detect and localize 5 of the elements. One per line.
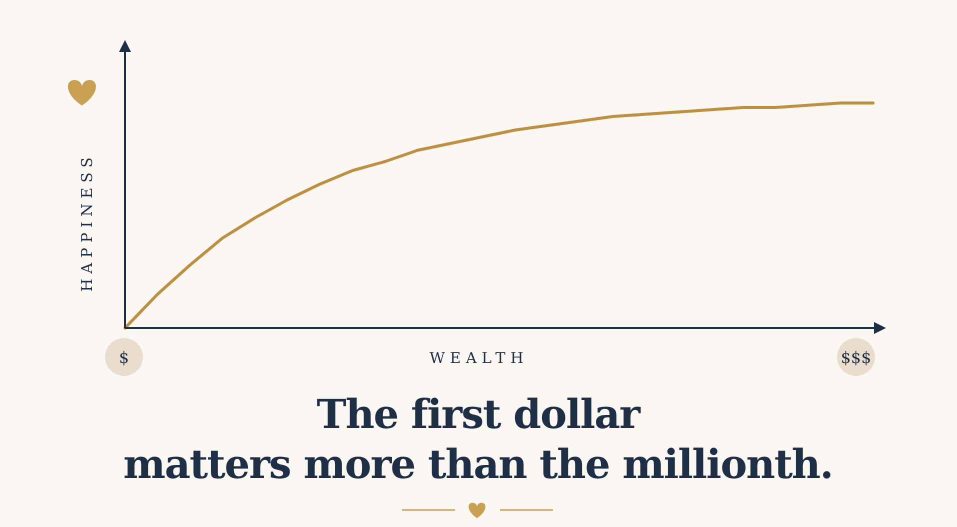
x-axis-title: WEALTH xyxy=(429,349,529,367)
text: The first dollar matters more than the millionth. xyxy=(123,391,833,488)
y-axis-title: HAPPINESS xyxy=(78,152,96,292)
text: $$$ xyxy=(840,348,872,367)
text: $ xyxy=(118,348,130,367)
